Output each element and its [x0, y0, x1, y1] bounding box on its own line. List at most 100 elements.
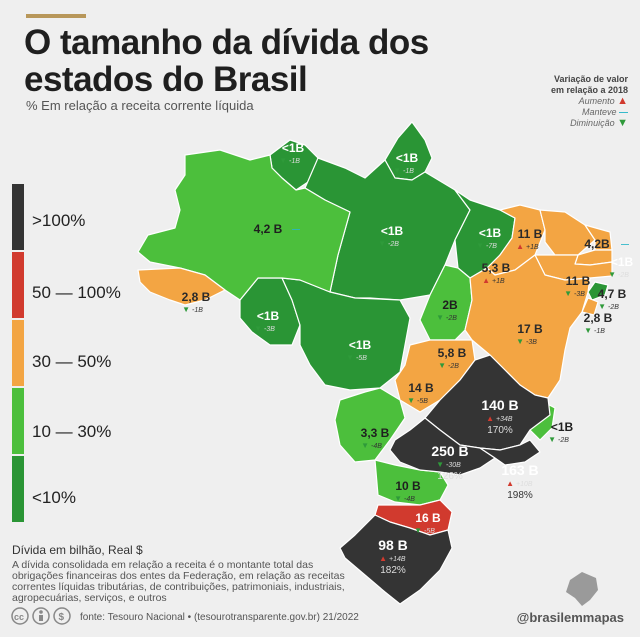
arrow-down-icon: ▼ [436, 313, 444, 322]
state-value-label: <1B [257, 309, 280, 323]
color-scale-bar [12, 184, 24, 522]
state-rio-de-janeiro [479, 439, 541, 466]
state-change-label: -2B [446, 315, 457, 322]
state-change-label: -5B [417, 398, 428, 405]
state-value-label: 2,8 B [584, 311, 613, 325]
arrow-up-icon: ▲ [482, 276, 490, 285]
arrow-down-icon: ▼ [254, 324, 262, 333]
state-change-label: -30B [446, 462, 461, 469]
state-mato-grosso-do-sul [334, 387, 406, 463]
variation-label-up: Aumento [578, 96, 615, 106]
subtitle: % Em relação a receita corrente líquida [26, 98, 254, 113]
variation-label-same: Manteve [581, 107, 617, 117]
svg-text:cc: cc [14, 612, 24, 622]
author-handle: @brasilemmapas [516, 610, 624, 625]
state-tocantins [419, 264, 473, 341]
state-value-label: <1B [551, 420, 574, 434]
scale-label-50-100: 50 — 100% [32, 283, 121, 302]
state-alagoas [587, 281, 609, 301]
scale-label-30-50: 30 — 50% [32, 352, 112, 371]
dash-icon: — [292, 225, 300, 234]
source-credit: fonte: Tesouro Nacional • (tesourotransp… [80, 612, 359, 623]
arrow-down-icon: ▼ [436, 460, 444, 469]
state-change-label: +1B [526, 244, 539, 251]
arrow-down-icon: ▼ [407, 396, 415, 405]
state-change-label: -3B [574, 291, 585, 298]
state-mato-grosso [281, 277, 411, 391]
arrow-down-icon: ▼ [361, 441, 369, 450]
state-value-label: 4,2 B [254, 222, 283, 236]
state-percent-label: 198% [507, 490, 533, 501]
scale-swatch-50-100 [12, 252, 24, 318]
state-value-label: 98 B [378, 537, 408, 553]
state-sao-paulo [389, 417, 496, 476]
state-value-label: <1B [349, 338, 372, 352]
variation-legend-title-2: em relação a 2018 [550, 85, 628, 95]
state-change-label: -3B [526, 339, 537, 346]
state-value-label: <1B [282, 141, 305, 155]
state-change-label: -4B [404, 496, 415, 503]
state-value-label: 3,3 B [361, 426, 390, 440]
arrow-down-icon: ▼ [617, 117, 628, 129]
state-amazonas [137, 149, 351, 301]
arrow-down-icon: ▼ [598, 302, 606, 311]
nc-icon [53, 607, 71, 625]
state-change-label: -4B [371, 443, 382, 450]
state-change-label: -2B [388, 241, 399, 248]
state-value-label: 2B [442, 298, 458, 312]
variation-legend-item-up: Aumento ▲ [551, 96, 628, 107]
arrow-down-icon: ▼ [438, 361, 446, 370]
arrow-down-icon: ▼ [414, 526, 422, 535]
state-change-label: -1B [403, 168, 414, 175]
state-value-label: <1B [396, 151, 419, 165]
state-change-label: -2B [618, 272, 629, 279]
attribution-icon [32, 607, 50, 625]
dash-icon: — [621, 240, 629, 249]
variation-legend: Variação de valor em relação a 2018 Aume… [551, 74, 628, 129]
arrow-down-icon: ▼ [564, 289, 572, 298]
arrow-up-icon: ▲ [379, 554, 387, 563]
state-change-label: -2B [558, 437, 569, 444]
accent-bar [26, 14, 86, 18]
title-line-1: O tamanho da dívida dos [24, 23, 429, 62]
variation-legend-title-1: Variação de valor [553, 74, 628, 84]
state-change-label: -2B [448, 363, 459, 370]
arrow-down-icon: ▼ [182, 305, 190, 314]
arrow-down-icon: ▼ [394, 494, 402, 503]
state-rio-grande-do-sul [339, 514, 453, 605]
arrow-down-icon: ▼ [393, 166, 401, 175]
state-change-label: -5B [356, 355, 367, 362]
arrow-up-icon: ▲ [617, 95, 628, 107]
scale-swatch-10-30 [12, 388, 24, 454]
state-value-label: 140 B [481, 397, 518, 413]
scale-swatch-under-10 [12, 456, 24, 522]
state-change-label: -5B [424, 528, 435, 535]
state-percent-label: 170% [487, 425, 513, 436]
scale-label-under-10: <10% [32, 488, 76, 507]
dash-icon: — [619, 107, 628, 117]
state-percent-label: 182% [380, 565, 406, 576]
brazil-map-icon [566, 572, 598, 606]
state-value-label: 4,7 B [598, 287, 627, 301]
arrow-up-icon: ▲ [506, 479, 514, 488]
license-icons: cc $ [11, 607, 71, 625]
state-value-label: <1B [381, 224, 404, 238]
arrow-down-icon: ▼ [608, 270, 616, 279]
variation-legend-item-down: Diminuição ▼ [551, 118, 628, 129]
footnote-heading: Dívida em bilhão, Real $ [12, 543, 143, 557]
state-value-label: 16 B [415, 511, 441, 525]
state-acre [137, 267, 226, 306]
state-value-label: 10 B [395, 479, 421, 493]
state-value-label: 250 B [431, 443, 468, 459]
state-change-label: +34B [496, 416, 513, 423]
arrow-down-icon: ▼ [516, 337, 524, 346]
arrow-up-icon: ▲ [486, 414, 494, 423]
page-title: O tamanho da dívida dos estados do Brasi… [24, 24, 429, 98]
state-change-label: -1B [594, 328, 605, 335]
state-change-label: +1B [492, 278, 505, 285]
scale-swatch-over-100 [12, 184, 24, 250]
state-change-label: +10B [516, 481, 533, 488]
arrow-down-icon: ▼ [346, 353, 354, 362]
arrow-down-icon: ▼ [548, 435, 556, 444]
arrow-down-icon: ▼ [476, 241, 484, 250]
